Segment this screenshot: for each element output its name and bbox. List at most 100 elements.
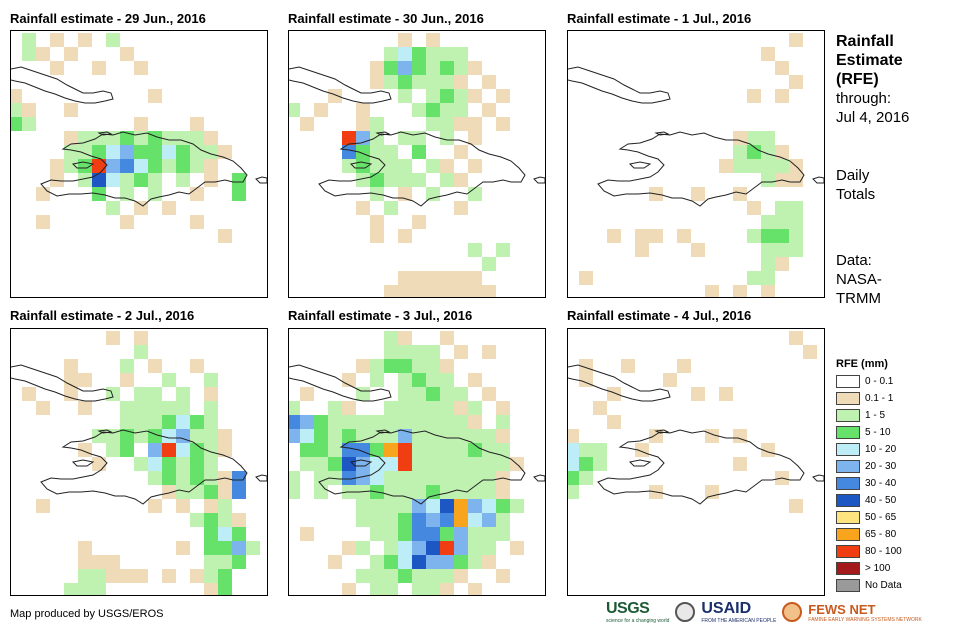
rainfall-cell [190, 117, 204, 131]
rainfall-cell [468, 485, 482, 499]
rainfall-cell [789, 229, 803, 243]
rainfall-cell [218, 485, 232, 499]
rainfall-cell [510, 541, 524, 555]
rainfall-cell [398, 541, 412, 555]
rainfall-cell [289, 401, 300, 415]
rainfall-cell [120, 173, 134, 187]
rainfall-cell [454, 61, 468, 75]
rainfall-cell [356, 359, 370, 373]
rainfall-cell [370, 527, 384, 541]
rainfall-cell [691, 187, 705, 201]
rainfall-cell [468, 187, 482, 201]
data-label: Data: [836, 252, 872, 269]
rainfall-cell [496, 527, 510, 541]
rainfall-cell [342, 541, 356, 555]
rainfall-cell [426, 499, 440, 513]
rainfall-cell [454, 285, 468, 297]
rainfall-cell [92, 457, 106, 471]
rainfall-cell [398, 527, 412, 541]
legend-label: 80 - 100 [865, 546, 902, 557]
rainfall-cell [232, 541, 246, 555]
rainfall-cell [328, 555, 342, 569]
rainfall-cell [370, 215, 384, 229]
rainfall-cell [134, 117, 148, 131]
legend-swatch [836, 477, 860, 490]
rainfall-cell [454, 569, 468, 583]
rainfall-cell [78, 373, 92, 387]
data-source-line: NASA- [836, 271, 882, 288]
tortue-island [375, 131, 391, 136]
legend-swatch [836, 375, 860, 388]
legend-item: > 100 [836, 561, 902, 576]
rainfall-cell [218, 541, 232, 555]
rainfall-cell [482, 443, 496, 457]
rainfall-cell [78, 33, 92, 47]
rainfall-cell [775, 89, 789, 103]
rainfall-cell [64, 583, 78, 595]
rainfall-cell [370, 159, 384, 173]
panel-title: Rainfall estimate - 2 Jul., 2016 [10, 308, 195, 323]
rainfall-cell [412, 271, 426, 285]
hispaniola-outline [597, 429, 805, 505]
rainfall-cell [162, 429, 176, 443]
legend-swatch [836, 528, 860, 541]
rainfall-cell [677, 229, 691, 243]
puerto-rico-coastline [255, 474, 267, 482]
rainfall-cell [204, 159, 218, 173]
rainfall-cell [190, 359, 204, 373]
rainfall-cell [747, 271, 761, 285]
legend-item: 50 - 65 [836, 510, 902, 525]
legend-label: 0.1 - 1 [865, 393, 894, 404]
rainfall-cell [454, 103, 468, 117]
rainfall-cell [440, 387, 454, 401]
rainfall-cell [440, 569, 454, 583]
rainfall-cell [92, 159, 106, 173]
rainfall-cell [162, 373, 176, 387]
rainfall-cell [162, 201, 176, 215]
rainfall-cell [148, 359, 162, 373]
rainfall-cell [747, 201, 761, 215]
rainfall-cell [22, 103, 36, 117]
rainfall-cell [356, 117, 370, 131]
rainfall-cell [426, 443, 440, 457]
rainfall-cell [328, 401, 342, 415]
rainfall-cell [440, 359, 454, 373]
rainfall-cell [426, 61, 440, 75]
rainfall-cell [761, 145, 775, 159]
usgs-logo: USGS science for a changing world [606, 600, 669, 624]
rainfall-cell [134, 173, 148, 187]
rainfall-cell [496, 429, 510, 443]
legend-swatch [836, 460, 860, 473]
rainfall-cell [496, 243, 510, 257]
rainfall-cell [761, 215, 775, 229]
rainfall-cell [64, 47, 78, 61]
cuba-coastline [289, 66, 392, 104]
rainfall-cell [204, 401, 218, 415]
rainfall-cell [289, 415, 300, 429]
rainfall-cell [134, 457, 148, 471]
gonave-island [628, 161, 652, 169]
rainfall-cell [342, 583, 356, 595]
rainfall-map [568, 33, 824, 297]
rainfall-cell [579, 359, 593, 373]
gonave-island [628, 459, 652, 467]
legend-swatch [836, 443, 860, 456]
rainfall-cell [440, 373, 454, 387]
rainfall-cell [568, 485, 579, 499]
rainfall-cell [496, 499, 510, 513]
rainfall-cell [78, 401, 92, 415]
rainfall-cell [148, 401, 162, 415]
rainfall-cell [78, 583, 92, 595]
hispaniola-outline [40, 429, 248, 505]
map-panel-4-jul [567, 328, 825, 596]
rainfall-cell [398, 499, 412, 513]
usaid-tagline: FROM THE AMERICAN PEOPLE [701, 618, 777, 624]
rainfall-cell [384, 443, 398, 457]
rainfall-cell [148, 415, 162, 429]
rainfall-map [11, 331, 267, 595]
rainfall-cell [426, 471, 440, 485]
rainfall-cell [426, 359, 440, 373]
rainfall-cell [775, 229, 789, 243]
legend-swatch [836, 392, 860, 405]
rainfall-cell [398, 173, 412, 187]
